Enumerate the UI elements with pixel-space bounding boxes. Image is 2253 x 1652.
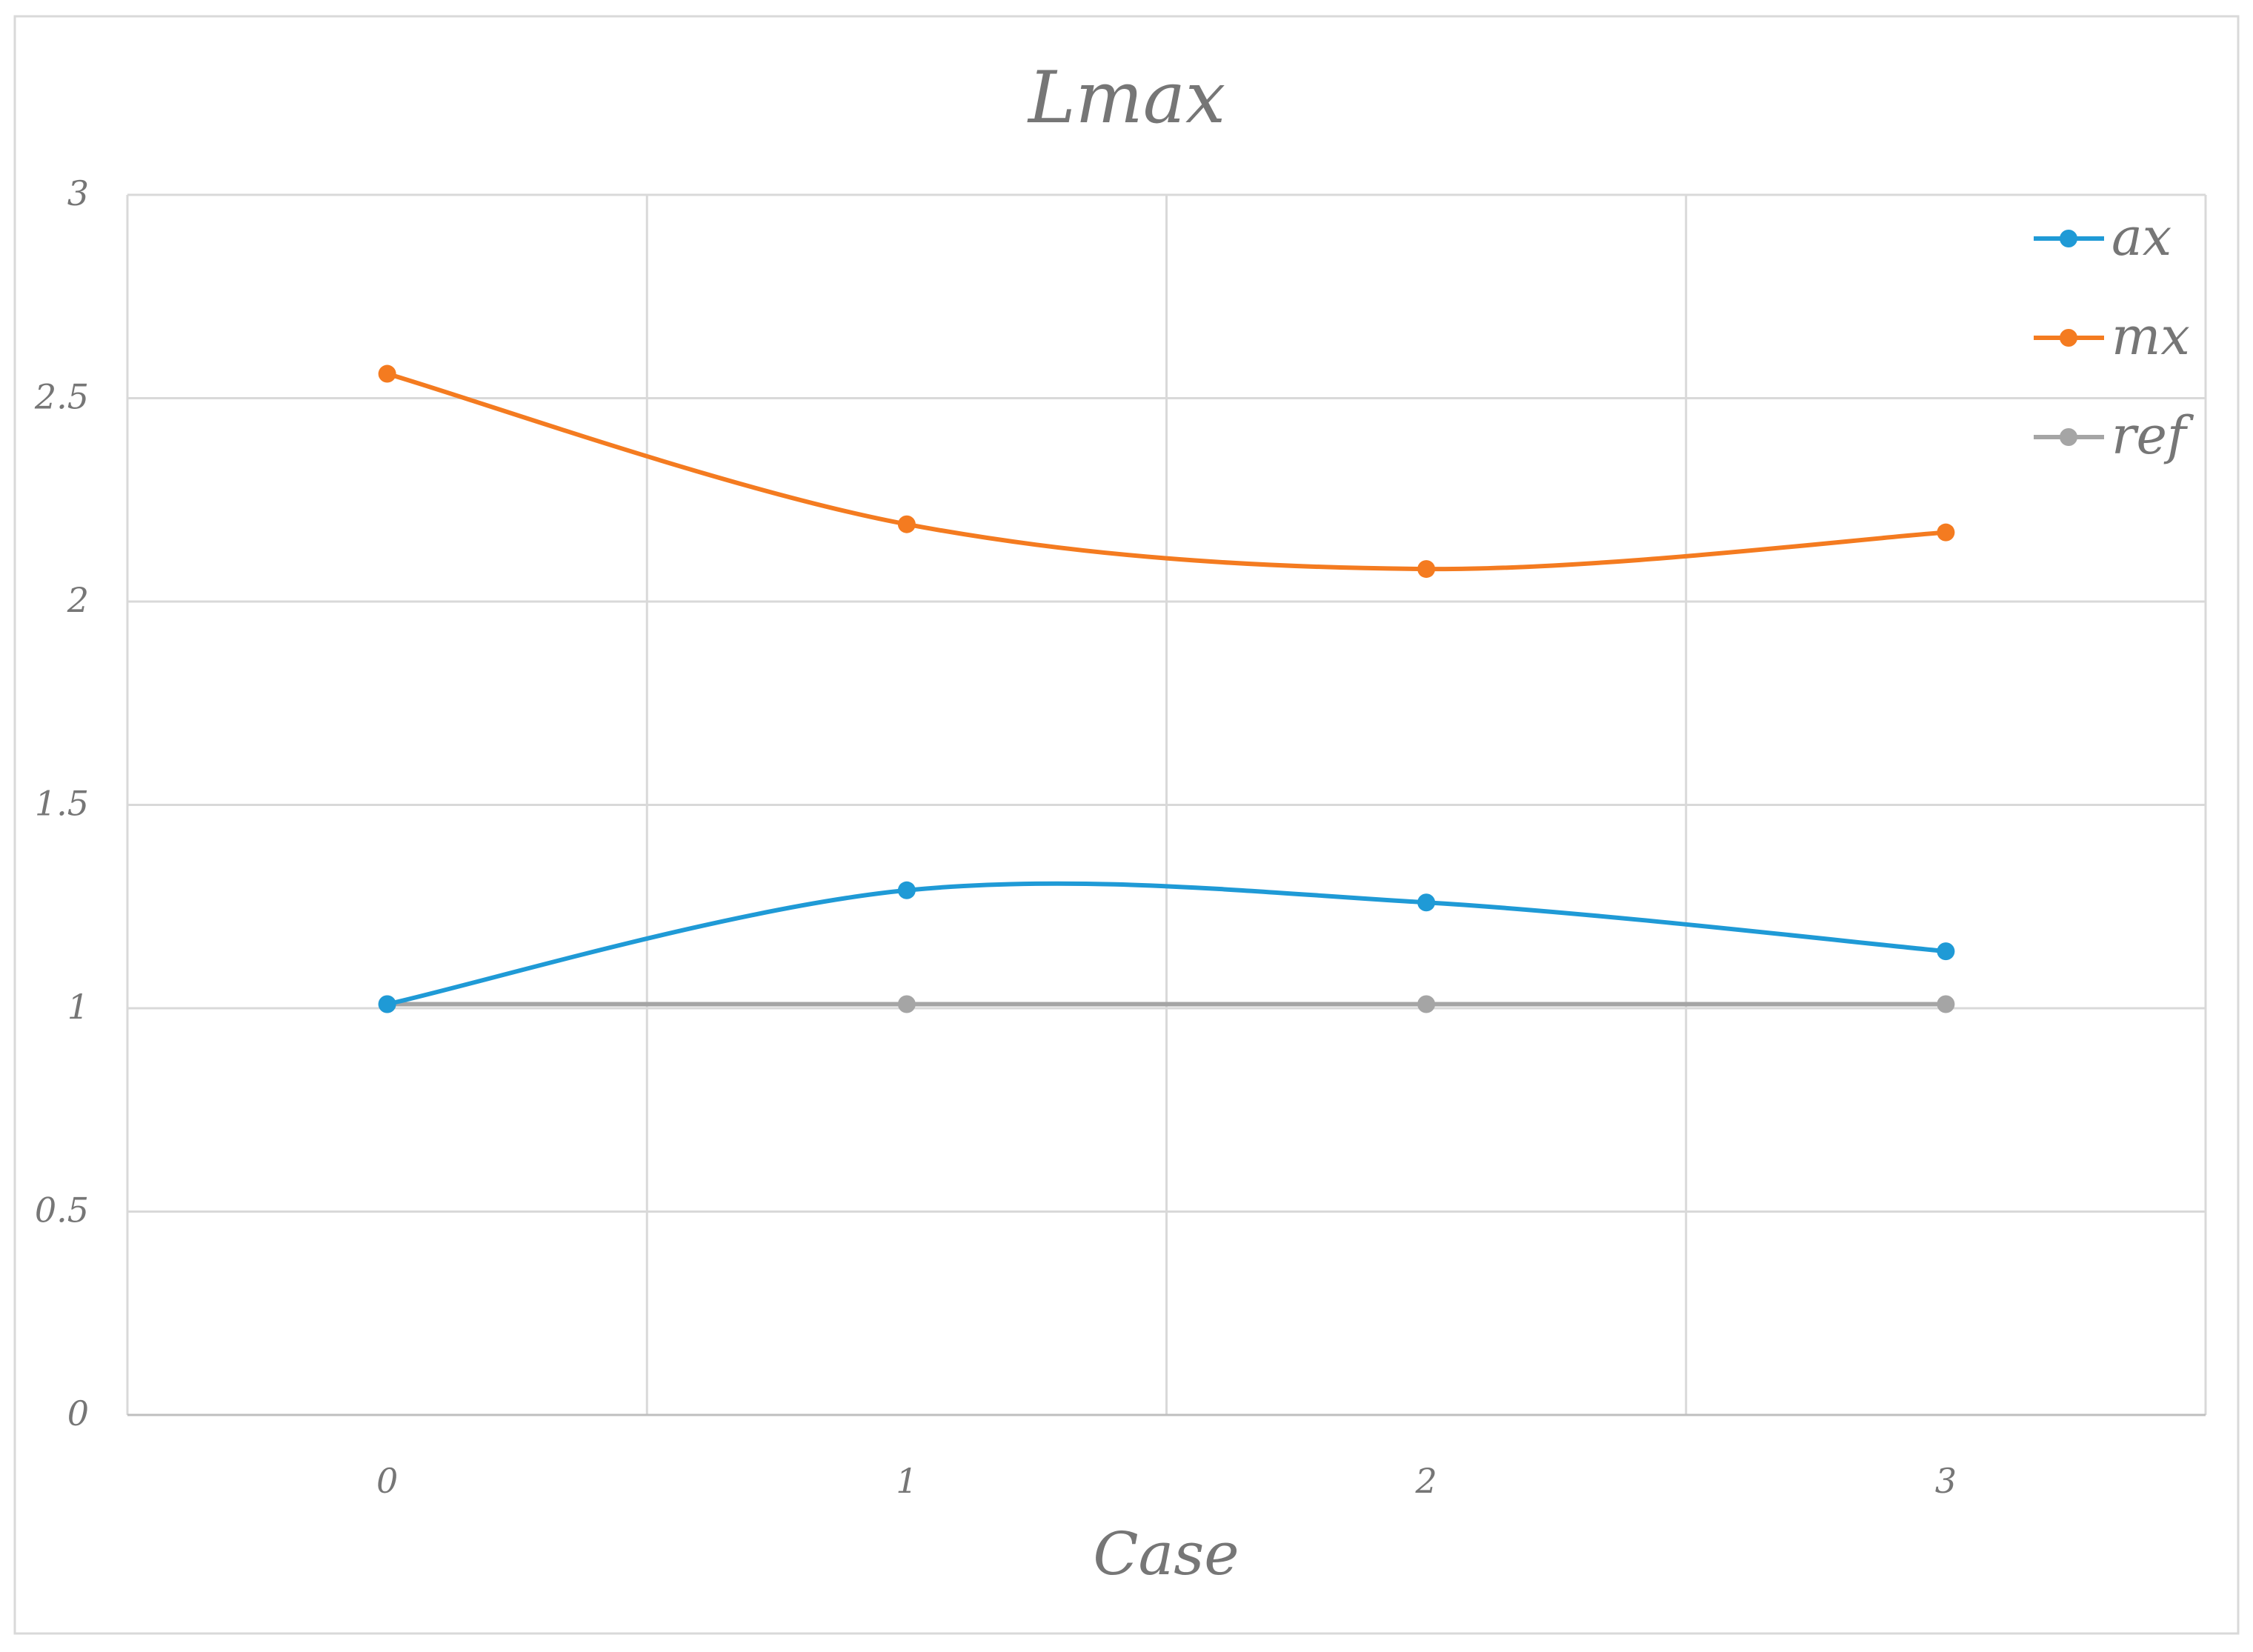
series-point-mx — [1417, 560, 1436, 579]
axis-layer: 0 0.5 1 1.5 2 2.5 3 0 1 2 3 — [34, 173, 2206, 1501]
x-tick-label: 0 — [376, 1461, 398, 1501]
y-tick-label: 2 — [67, 580, 89, 620]
series-layer — [378, 364, 1955, 1013]
y-tick-label: 0.5 — [35, 1190, 89, 1230]
series-line-ax — [385, 881, 1949, 1007]
series-point-ax — [1937, 942, 1955, 961]
grid-layer — [126, 193, 2207, 1415]
y-tick-label: 3 — [67, 173, 89, 213]
legend-marker-ref — [2060, 428, 2077, 446]
legend-label-mx: mx — [2111, 306, 2190, 367]
series-point-ax — [897, 881, 916, 899]
series-point-ax — [1417, 893, 1436, 912]
y-tick-label: 1.5 — [35, 784, 89, 824]
series-line-mx — [385, 371, 1949, 572]
series-point-mx — [1937, 523, 1955, 542]
series-point-ref — [1937, 995, 1955, 1013]
legend-label-ref: ref — [2111, 405, 2194, 466]
series-point-mx — [897, 515, 916, 533]
legend-marker-mx — [2060, 329, 2077, 347]
series-point-ax — [378, 995, 396, 1013]
legend-layer: ax mx ref — [2034, 207, 2194, 466]
x-tick-label: 1 — [896, 1461, 917, 1501]
series-point-ref — [1417, 995, 1436, 1013]
x-tick-label: 3 — [1935, 1461, 1957, 1501]
y-tick-label: 1 — [67, 987, 89, 1027]
y-tick-label: 2.5 — [34, 377, 89, 417]
legend-marker-ax — [2060, 230, 2077, 247]
series-point-ref — [897, 995, 916, 1013]
legend-label-ax: ax — [2111, 207, 2172, 267]
chart-border — [13, 15, 2240, 1635]
x-tick-label: 2 — [1414, 1461, 1437, 1501]
y-tick-label: 0 — [67, 1393, 89, 1433]
series-point-mx — [378, 364, 396, 383]
chart-title: Lmax — [1027, 56, 1225, 139]
x-axis-label: Case — [1093, 1519, 1239, 1588]
